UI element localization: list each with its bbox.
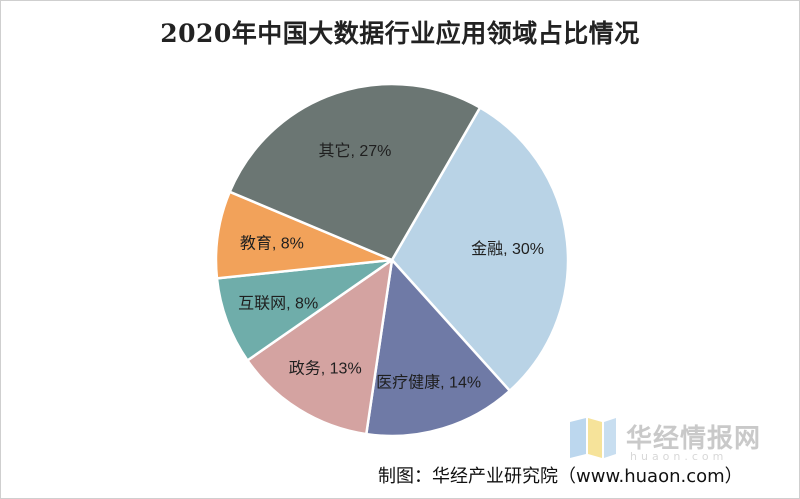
- watermark-url: huaon.com: [630, 450, 728, 463]
- watermark-brand: 华经情报网: [626, 424, 762, 454]
- pie-label-3: 互联网, 8%: [238, 294, 318, 312]
- watermark-logo-icon: [570, 418, 616, 458]
- pie-labels: 金融, 30% 医疗健康, 14% 政务, 13% 互联网, 8% 教育, 8% 其它, …: [238, 142, 544, 391]
- pie-label-0: 金融, 30%: [471, 240, 544, 258]
- pie-slice-4: [214, 190, 393, 280]
- pie-slice-3: [215, 258, 393, 363]
- pie-label-2: 政务, 13%: [289, 360, 362, 378]
- watermark: 华经情报网 huaon.com: [568, 410, 768, 463]
- pie-slice-5: [228, 82, 482, 262]
- pie-label-4: 教育, 8%: [240, 234, 304, 252]
- source-note: 制图：华经产业研究院（www.huaon.com）: [378, 466, 743, 487]
- pie-label-5: 其它, 27%: [318, 142, 391, 160]
- pie-slices: [214, 82, 570, 438]
- pie-slice-0: [390, 105, 570, 393]
- pie-slice-2: [245, 257, 394, 436]
- pie-label-1: 医疗健康, 14%: [376, 373, 481, 391]
- pie-slice-1: [364, 257, 512, 438]
- chart-title: 2020年中国大数据行业应用领域占比情况: [160, 19, 640, 48]
